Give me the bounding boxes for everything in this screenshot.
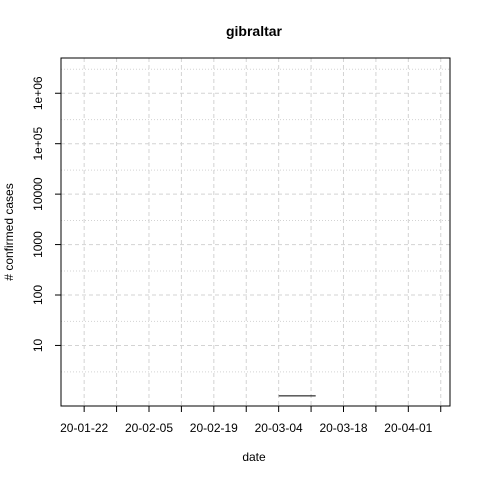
grid bbox=[61, 58, 450, 406]
y-axis-label: # confirmed cases bbox=[2, 183, 16, 280]
x-axis-label: date bbox=[242, 450, 266, 464]
chart-title: gibraltar bbox=[226, 23, 283, 39]
x-tick-label: 20-01-22 bbox=[60, 421, 108, 435]
x-tick-label: 20-03-04 bbox=[255, 421, 303, 435]
x-tick-label: 20-03-18 bbox=[319, 421, 367, 435]
y-tick-label: 1e+06 bbox=[31, 76, 45, 110]
x-tick-label: 20-02-19 bbox=[190, 421, 238, 435]
y-tick-label: 10000 bbox=[31, 177, 45, 211]
y-tick-label: 1e+05 bbox=[31, 127, 45, 161]
y-axis: 10 100 1000 10000 1e+05 1e+06 bbox=[31, 76, 62, 352]
y-tick-label: 1000 bbox=[31, 231, 45, 258]
x-tick-label: 20-04-01 bbox=[384, 421, 432, 435]
x-axis: 20-01-22 20-02-05 20-02-19 20-03-04 20-03-18… bbox=[60, 405, 442, 435]
y-tick-label: 100 bbox=[31, 285, 45, 305]
y-tick-label: 10 bbox=[31, 338, 45, 352]
x-tick-label: 20-02-05 bbox=[125, 421, 173, 435]
plot-frame bbox=[60, 57, 451, 407]
